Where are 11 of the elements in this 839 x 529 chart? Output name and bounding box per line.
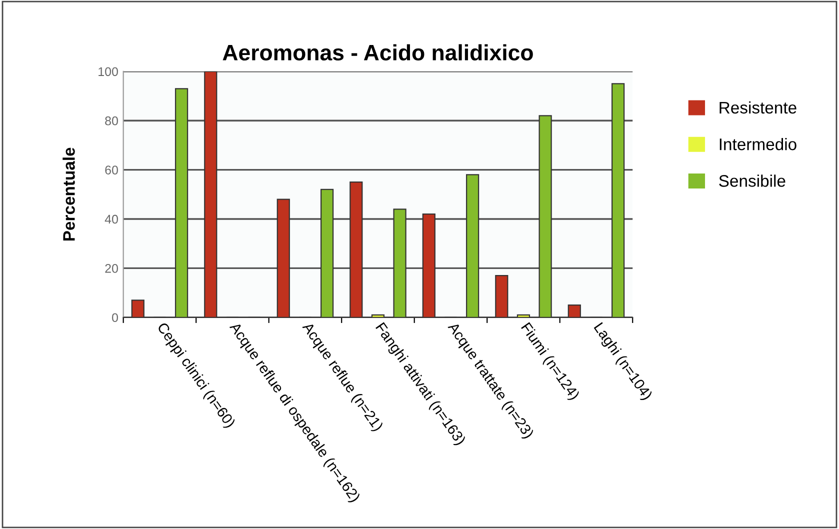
y-tick-label: 80 [105, 116, 118, 126]
y-tick-label: 0 [112, 313, 118, 322]
y-tick-label: 40 [104, 214, 118, 224]
legend-label: Resistente [720, 101, 796, 114]
legend-label: Intermedio [720, 138, 796, 150]
legend-label: Sensibile [719, 174, 786, 187]
chart-title: Aeromonas - Acido nalidixico [222, 44, 533, 61]
y-tick-label: 100 [98, 67, 118, 76]
y-axis-title: Percentuale [62, 148, 75, 241]
y-tick-label: 60 [105, 166, 118, 174]
y-tick-label: 20 [105, 264, 118, 273]
